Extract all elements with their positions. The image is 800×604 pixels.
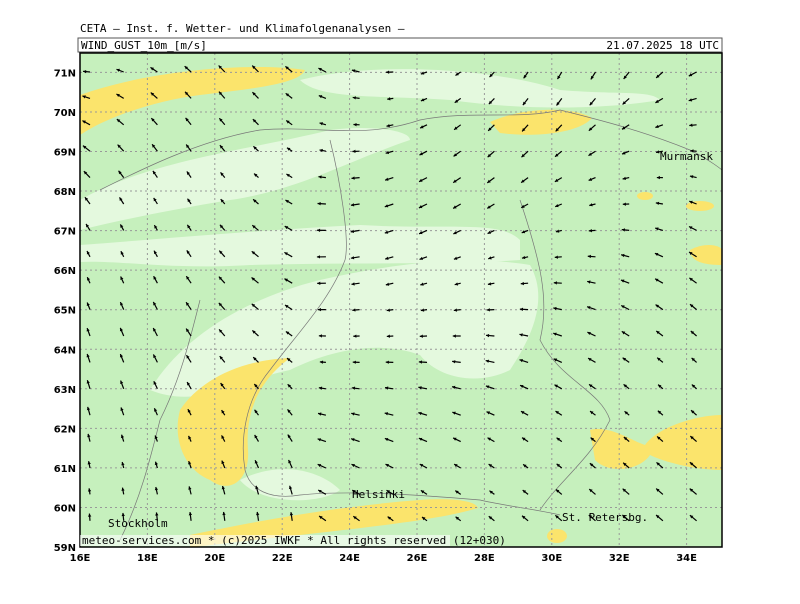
lon-label: 22E <box>272 553 293 564</box>
lon-label: 30E <box>541 553 562 564</box>
lat-label: 71N <box>54 68 76 79</box>
source-header: CETA — Inst. f. Wetter- und Klimafolgena… <box>80 22 405 35</box>
lat-label: 61N <box>54 464 76 475</box>
parameter-title: WIND_GUST_10m_[m/s] <box>81 39 207 52</box>
city-label: Helsinki <box>352 488 405 501</box>
lon-label: 24E <box>339 553 360 564</box>
lat-label: 68N <box>54 187 76 198</box>
city-label: St. Petersbg. <box>562 511 648 524</box>
city-label: Murmansk <box>660 150 713 163</box>
lat-label: 64N <box>54 345 76 356</box>
lon-label: 34E <box>676 553 697 564</box>
lat-label: 62N <box>54 424 76 435</box>
lon-label: 28E <box>474 553 495 564</box>
lat-label: 70N <box>54 108 76 119</box>
field-high <box>686 201 714 211</box>
field-high <box>637 192 653 200</box>
lon-label: 18E <box>137 553 158 564</box>
valid-time: 21.07.2025 18 UTC <box>606 39 719 52</box>
city-label: Stockholm <box>108 517 168 530</box>
lat-label: 67N <box>54 227 76 238</box>
field-high <box>547 529 567 543</box>
lat-label: 60N <box>54 503 76 514</box>
lon-label: 26E <box>407 553 428 564</box>
lon-label: 32E <box>609 553 630 564</box>
lat-label: 66N <box>54 266 76 277</box>
lon-label: 20E <box>204 553 225 564</box>
lat-label: 69N <box>54 148 76 159</box>
lat-label: 63N <box>54 385 76 396</box>
lat-label: 65N <box>54 306 76 317</box>
footer: meteo-services.com * (c)2025 IWKF * All … <box>82 534 506 547</box>
lon-label: 16E <box>70 553 91 564</box>
